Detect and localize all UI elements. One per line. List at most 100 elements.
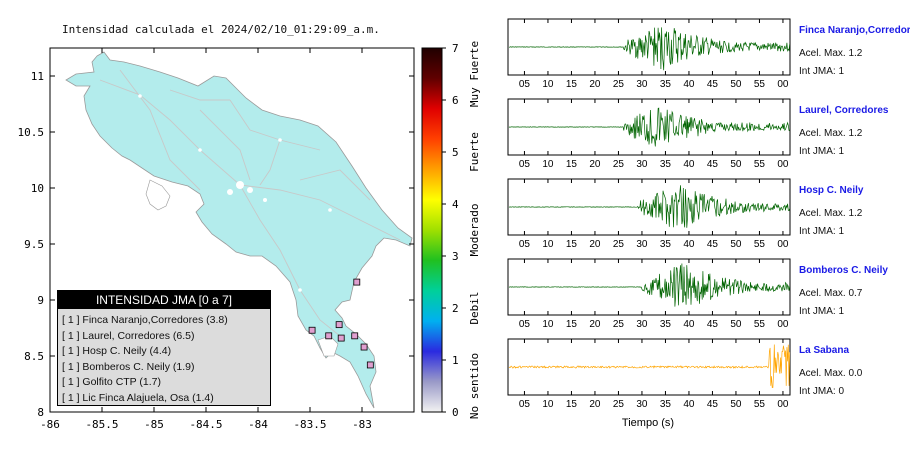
station-name: Bomberos C. Neily	[799, 265, 888, 276]
jma-intensity: Int JMA: 1	[799, 226, 844, 237]
time-tick-label: 40	[683, 399, 695, 410]
colorbar-tick-label: 2	[452, 302, 459, 315]
time-tick-label: 50	[730, 79, 742, 90]
colorbar-category-label: Muy Fuerte	[468, 41, 481, 107]
waveform-line	[508, 185, 791, 228]
seismogram-panel: 05 10 15 20 25 30 35 40 45 50 55 00 Hosp C. Neily Ace…	[507, 178, 864, 250]
seismogram-panel: 05 10 15 20 25 30 35 40 45 50 55 00 Bomberos C. Neil…	[507, 258, 888, 330]
time-tick-label: 15	[566, 159, 578, 170]
time-tick-label: 30	[636, 159, 648, 170]
colorbar-category-label: Moderado	[468, 204, 481, 257]
time-tick-label: 55	[754, 159, 766, 170]
time-tick-label: 15	[566, 399, 578, 410]
time-tick-label: 55	[754, 79, 766, 90]
time-tick-label: 30	[636, 319, 648, 330]
station-marker	[325, 332, 333, 340]
colorbar-tick-label: 7	[452, 42, 459, 55]
time-tick-label: 45	[707, 399, 719, 410]
station-marker	[351, 332, 359, 340]
seismogram-panel: 05 10 15 20 25 30 35 40 45 50 55 00 La Sabana Acel. M…	[507, 338, 863, 410]
time-tick-label: 20	[589, 159, 601, 170]
time-tick-label: 25	[613, 399, 625, 410]
time-tick-label: 40	[683, 159, 695, 170]
seismogram-panel: 05 10 15 20 25 30 35 40 45 50 55 00 Laurel, Corredor…	[507, 98, 889, 170]
time-tick-label: 50	[730, 319, 742, 330]
time-tick-label: 00	[777, 239, 789, 250]
time-tick-label: 50	[730, 239, 742, 250]
time-tick-label: 45	[707, 239, 719, 250]
seismogram-panel: 05 10 15 20 25 30 35 40 45 50 55 00 Finca Naranjo,Co…	[507, 18, 910, 90]
colorbar-tick-label: 3	[452, 250, 459, 263]
max-acceleration: Acel. Max. 1.2	[799, 48, 863, 59]
time-tick-label: 15	[566, 79, 578, 90]
colorbar-tick-label: 6	[452, 94, 459, 107]
jma-intensity: Int JMA: 0	[799, 386, 844, 397]
lat-tick-label: 9	[37, 294, 44, 307]
legend-item: [ 1 ] Laurel, Corredores (6.5)	[62, 329, 195, 342]
lat-tick-label: 8.5	[24, 350, 44, 363]
time-tick-label: 10	[542, 239, 554, 250]
time-tick-label: 00	[777, 159, 789, 170]
colorbar-tick-label: 5	[452, 146, 459, 159]
lat-tick-label: 8	[37, 406, 44, 419]
time-tick-label: 10	[542, 319, 554, 330]
map-frame	[49, 47, 415, 413]
time-tick-label: 55	[754, 239, 766, 250]
station-marker	[335, 321, 343, 329]
time-axis-label: Tiempo (s)	[622, 417, 674, 429]
legend-item: [ 1 ] Golfito CTP (1.7)	[62, 376, 162, 388]
max-acceleration: Acel. Max. 0.0	[799, 368, 863, 379]
station-name: Hosp C. Neily	[799, 185, 864, 196]
time-tick-label: 45	[707, 319, 719, 330]
colorbar-tick-label: 1	[452, 354, 459, 367]
station-name: Finca Naranjo,Corredor	[799, 25, 910, 36]
time-tick-label: 15	[566, 239, 578, 250]
time-tick-label: 35	[660, 319, 672, 330]
station-name: La Sabana	[799, 345, 849, 356]
time-tick-label: 50	[730, 399, 742, 410]
colorbar-category-label: No sentido	[468, 353, 481, 419]
time-tick-label: 20	[589, 239, 601, 250]
colorbar-gradient	[421, 47, 443, 413]
lon-tick-label: -84	[248, 418, 268, 431]
trace-frame	[507, 258, 791, 316]
lon-tick-label: -86	[40, 418, 60, 431]
time-tick-label: 45	[707, 79, 719, 90]
lon-tick-label: -85.5	[85, 418, 118, 431]
jma-intensity: Int JMA: 1	[799, 306, 844, 317]
waveform-line	[508, 344, 791, 388]
max-acceleration: Acel. Max. 0.7	[799, 288, 863, 299]
time-tick-label: 10	[542, 79, 554, 90]
time-tick-label: 15	[566, 319, 578, 330]
time-tick-label: 20	[589, 399, 601, 410]
legend-item: [ 1 ] Finca Naranjo,Corredores (3.8)	[62, 314, 228, 326]
intensity-legend: INTENSIDAD JMA [0 a 7] [ 1 ] Finca Naran…	[57, 290, 271, 406]
time-tick-label: 10	[542, 159, 554, 170]
time-tick-label: 20	[589, 79, 601, 90]
time-tick-label: 35	[660, 239, 672, 250]
station-marker	[337, 334, 345, 342]
colorbar-tick-label: 0	[452, 406, 459, 419]
time-tick-label: 55	[754, 399, 766, 410]
lat-tick-label: 10.5	[18, 126, 45, 139]
map-axis-ticks: -86 -85.5 -85 -84.5 -84 -83.5 -83 11 10.5 10 9.5 9 8…	[18, 48, 414, 431]
station-marker	[366, 361, 374, 369]
jma-intensity: Int JMA: 1	[799, 66, 844, 77]
time-tick-label: 50	[730, 159, 742, 170]
colorbar-category-label: Debil	[468, 291, 481, 324]
station-name: Laurel, Corredores	[799, 105, 889, 116]
time-tick-label: 00	[777, 399, 789, 410]
costa-rica-land	[65, 51, 413, 409]
time-tick-label: 05	[519, 159, 531, 170]
waveform-line	[508, 107, 790, 147]
lon-tick-label: -85	[144, 418, 164, 431]
station-marker	[360, 343, 368, 351]
lat-tick-label: 9.5	[24, 238, 44, 251]
time-tick-label: 20	[589, 319, 601, 330]
max-acceleration: Acel. Max. 1.2	[799, 208, 863, 219]
colorbar-category-label: Fuerte	[468, 132, 481, 172]
time-tick-label: 25	[613, 319, 625, 330]
station-marker	[353, 278, 361, 286]
lon-tick-label: -83	[352, 418, 372, 431]
